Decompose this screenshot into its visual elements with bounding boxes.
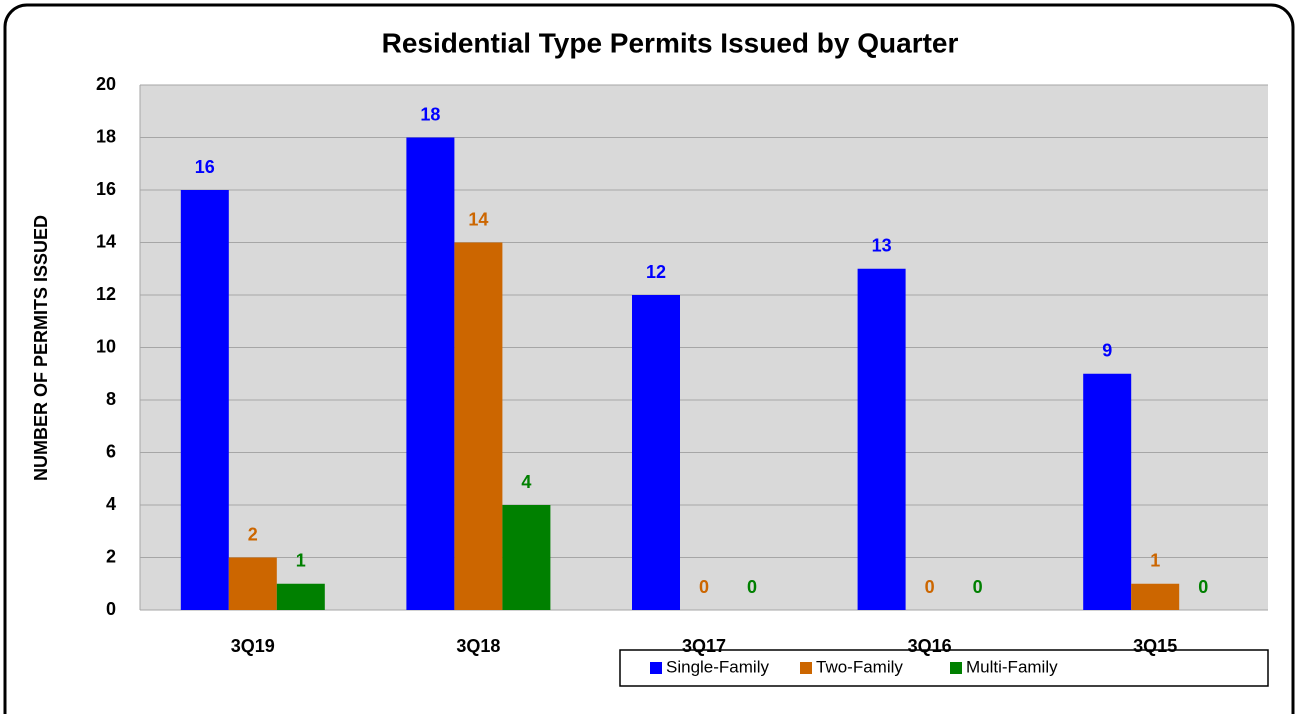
bar bbox=[1083, 373, 1132, 610]
y-tick-label: 18 bbox=[96, 126, 116, 146]
y-tick-label: 4 bbox=[106, 494, 116, 514]
data-label: 4 bbox=[521, 472, 531, 492]
bar bbox=[857, 268, 906, 610]
x-tick-label: 3Q16 bbox=[908, 636, 952, 656]
data-label: 12 bbox=[646, 262, 666, 282]
legend-label: Multi-Family bbox=[966, 657, 1058, 676]
data-label: 0 bbox=[1198, 577, 1208, 597]
data-label: 0 bbox=[699, 577, 709, 597]
legend-swatch bbox=[800, 662, 812, 674]
legend-swatch bbox=[650, 662, 662, 674]
bar bbox=[276, 583, 325, 610]
y-tick-label: 10 bbox=[96, 336, 116, 356]
bar bbox=[502, 505, 551, 610]
y-tick-label: 20 bbox=[96, 74, 116, 94]
y-tick-label: 0 bbox=[106, 599, 116, 619]
x-tick-label: 3Q18 bbox=[456, 636, 500, 656]
data-label: 14 bbox=[468, 209, 488, 229]
x-tick-label: 3Q15 bbox=[1133, 636, 1177, 656]
data-label: 16 bbox=[195, 157, 215, 177]
x-tick-label: 3Q17 bbox=[682, 636, 726, 656]
chart-title: Residential Type Permits Issued by Quart… bbox=[382, 27, 959, 58]
data-label: 0 bbox=[925, 577, 935, 597]
y-tick-label: 12 bbox=[96, 284, 116, 304]
data-label: 18 bbox=[420, 104, 440, 124]
legend-label: Two-Family bbox=[816, 657, 903, 676]
data-label: 2 bbox=[248, 524, 258, 544]
y-tick-label: 6 bbox=[106, 441, 116, 461]
data-label: 0 bbox=[747, 577, 757, 597]
y-tick-label: 8 bbox=[106, 389, 116, 409]
bar bbox=[1131, 583, 1180, 610]
data-label: 1 bbox=[296, 551, 306, 571]
legend-label: Single-Family bbox=[666, 657, 769, 676]
bar bbox=[228, 557, 277, 610]
y-axis-label: NUMBER OF PERMITS ISSUED bbox=[31, 215, 51, 481]
bar bbox=[632, 295, 680, 610]
bar bbox=[454, 242, 503, 610]
y-tick-label: 14 bbox=[96, 231, 116, 251]
data-label: 0 bbox=[973, 577, 983, 597]
data-label: 9 bbox=[1102, 341, 1112, 361]
legend bbox=[619, 649, 1269, 687]
y-tick-label: 16 bbox=[96, 179, 116, 199]
bar bbox=[180, 190, 229, 610]
x-tick-label: 3Q19 bbox=[231, 636, 275, 656]
y-tick-label: 2 bbox=[106, 546, 116, 566]
data-label: 1 bbox=[1150, 551, 1160, 571]
bar bbox=[406, 137, 455, 610]
legend-swatch bbox=[950, 662, 962, 674]
data-label: 13 bbox=[872, 236, 892, 256]
